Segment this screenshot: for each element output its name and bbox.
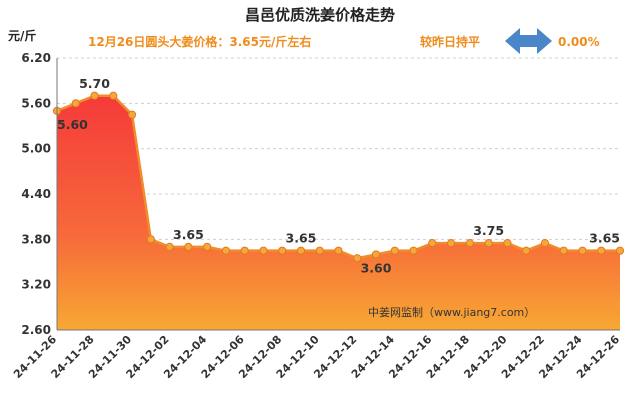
data-point <box>522 246 531 255</box>
y-tick-label: 6.20 <box>21 51 51 65</box>
y-tick-label: 3.80 <box>21 232 51 246</box>
data-point <box>409 246 418 255</box>
area-fill <box>57 95 620 331</box>
axes <box>56 58 620 331</box>
data-point <box>484 239 493 248</box>
y-tick-label: 2.60 <box>21 323 51 337</box>
data-point <box>203 242 212 251</box>
data-points <box>52 91 625 263</box>
series-area <box>57 95 620 331</box>
data-label: 3.75 <box>473 223 504 238</box>
data-label: 3.65 <box>173 227 204 242</box>
y-tick-label: 5.60 <box>21 96 51 110</box>
y-axis-unit: 元/斤 <box>8 28 36 43</box>
data-point <box>109 91 118 100</box>
data-point <box>90 91 99 100</box>
data-point <box>390 246 399 255</box>
data-point <box>334 246 343 255</box>
data-point <box>127 110 137 119</box>
compare-change: 0.00% <box>558 35 600 49</box>
data-label: 5.60 <box>57 117 88 132</box>
price-subtitle: 12月26日圆头大姜价格：3.65元/斤左右 <box>88 34 311 49</box>
data-point <box>259 246 268 255</box>
data-point <box>615 246 625 255</box>
y-tick-labels: 6.20 5.60 5.00 4.40 3.80 3.20 2.60 <box>21 51 51 337</box>
source-credit: 中姜网监制（www.jiang7.com） <box>368 305 535 319</box>
data-point <box>240 246 249 255</box>
data-labels: 5.60 5.70 3.65 3.65 3.60 3.75 3.65 <box>57 76 620 276</box>
data-point <box>578 246 587 255</box>
data-point <box>597 246 606 255</box>
chart-title: 昌邑优质洗姜价格走势 <box>245 6 395 24</box>
data-point <box>221 246 230 255</box>
data-point <box>540 239 550 248</box>
data-point <box>465 239 474 248</box>
data-label: 3.65 <box>286 231 317 246</box>
data-point <box>371 250 381 259</box>
data-point <box>184 242 193 251</box>
data-point <box>447 239 456 248</box>
data-point <box>315 246 324 255</box>
x-tick-labels: 24-11-2624-11-2824-11-3024-12-0224-12-04… <box>11 333 622 381</box>
y-tick-label: 5.00 <box>21 142 51 156</box>
data-point <box>146 235 155 244</box>
data-point <box>296 246 306 255</box>
data-label: 3.60 <box>361 260 392 275</box>
double-arrow-icon <box>505 28 552 54</box>
data-label: 3.65 <box>589 231 620 246</box>
data-point <box>428 239 437 248</box>
data-label: 5.70 <box>79 76 110 91</box>
y-tick-label: 4.40 <box>21 187 51 201</box>
compare-label: 较昨日持平 <box>420 34 480 49</box>
data-point <box>353 254 362 263</box>
data-point <box>278 246 287 255</box>
data-point <box>559 246 568 255</box>
data-point <box>165 242 174 251</box>
y-tick-label: 3.20 <box>21 278 51 292</box>
data-point <box>503 239 512 248</box>
data-point <box>71 99 80 108</box>
